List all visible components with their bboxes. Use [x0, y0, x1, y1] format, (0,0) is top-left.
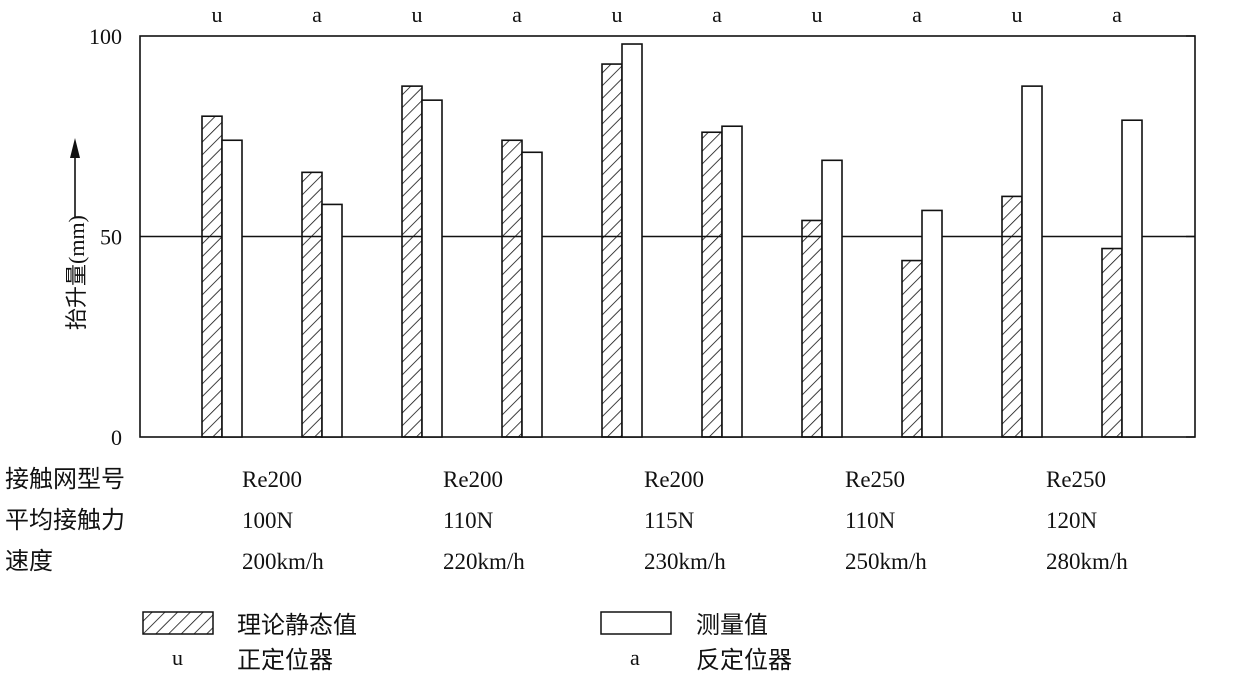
- table-cell: 280km/h: [1046, 549, 1128, 574]
- measured-bar-1: [321, 203, 343, 438]
- table-cell: Re250: [1046, 467, 1106, 492]
- measured-bar-4: [621, 43, 643, 438]
- theoretical-bar-6: [801, 219, 823, 438]
- top-label-u: u: [412, 2, 423, 27]
- legend-u-symbol: u: [172, 645, 183, 670]
- table-cell: 250km/h: [845, 549, 927, 574]
- y-tick-label: 100: [89, 24, 122, 49]
- top-label-a: a: [1112, 2, 1122, 27]
- top-label-a: a: [912, 2, 922, 27]
- theoretical-bar-0: [201, 115, 223, 438]
- theoretical-bar-2: [401, 85, 423, 438]
- top-label-a: a: [712, 2, 722, 27]
- y-tick-label: 50: [100, 225, 122, 250]
- top-label-u: u: [612, 2, 623, 27]
- y-tick-label: 0: [111, 425, 122, 450]
- measured-bar-5: [721, 125, 743, 438]
- legend-hatched-label: 理论静态值: [237, 612, 357, 639]
- legend-a-symbol: a: [630, 645, 640, 670]
- measured-bar-8: [1021, 85, 1043, 438]
- table-cell: Re250: [845, 467, 905, 492]
- measured-bar-7: [921, 209, 943, 438]
- table-row-label: 平均接触力: [5, 507, 125, 534]
- measured-bar-2: [421, 99, 443, 438]
- table-cell: 220km/h: [443, 549, 525, 574]
- top-label-u: u: [812, 2, 823, 27]
- table-cell: 110N: [443, 508, 494, 533]
- theoretical-bar-8: [1001, 195, 1023, 438]
- measured-bar-0: [221, 139, 243, 438]
- table-row-label: 接触网型号: [5, 466, 125, 493]
- top-label-u: u: [212, 2, 223, 27]
- table-cell: 230km/h: [644, 549, 726, 574]
- table-cell: 100N: [242, 508, 294, 533]
- table-cell: Re200: [644, 467, 704, 492]
- measured-bar-9: [1121, 119, 1143, 438]
- theoretical-bar-5: [701, 131, 723, 438]
- legend-white-swatch: [600, 611, 672, 635]
- y-axis-label: 抬升量(mm): [64, 215, 89, 330]
- top-label-u: u: [1012, 2, 1023, 27]
- table-cell: 200km/h: [242, 549, 324, 574]
- top-label-a: a: [312, 2, 322, 27]
- table-cell: 120N: [1046, 508, 1098, 533]
- legend-u-label: 正定位器: [237, 647, 333, 674]
- table-row-label: 速度: [5, 548, 53, 575]
- theoretical-bar-1: [301, 171, 323, 438]
- legend-white-label: 测量值: [696, 612, 768, 639]
- table-cell: 115N: [644, 508, 695, 533]
- table-cell: Re200: [242, 467, 302, 492]
- y-axis-arrow: [70, 138, 80, 218]
- top-label-a: a: [512, 2, 522, 27]
- table-cell: Re200: [443, 467, 503, 492]
- theoretical-bar-9: [1101, 247, 1123, 438]
- legend: 理论静态值 测量值 u 正定位器 a 反定位器: [142, 611, 792, 674]
- theoretical-bar-7: [901, 259, 923, 438]
- theoretical-bar-4: [601, 63, 623, 438]
- legend-hatched-swatch: [142, 611, 214, 635]
- table-cell: 110N: [845, 508, 896, 533]
- theoretical-bar-3: [501, 139, 523, 438]
- measured-bar-6: [821, 159, 843, 438]
- measured-bar-3: [521, 151, 543, 438]
- legend-a-label: 反定位器: [696, 647, 792, 674]
